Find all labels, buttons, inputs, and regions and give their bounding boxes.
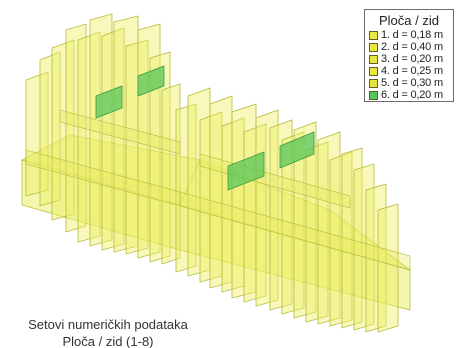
legend-label: 2. d = 0,40 m xyxy=(381,41,443,53)
legend-label: 4. d = 0,25 m xyxy=(381,65,443,77)
legend-swatch xyxy=(369,78,378,88)
legend-label: 5. d = 0,30 m xyxy=(381,77,443,89)
caption-line-1: Setovi numeričkih podataka xyxy=(28,317,188,332)
dataset-caption: Setovi numeričkih podataka Ploča / zid (… xyxy=(0,316,216,348)
legend-item-5: 5. d = 0,30 m xyxy=(369,77,449,89)
legend-swatch xyxy=(369,30,378,40)
legend-swatch xyxy=(369,90,378,100)
legend-item-1: 1. d = 0,18 m xyxy=(369,29,449,41)
legend-swatch xyxy=(369,66,378,76)
legend-swatch xyxy=(369,54,378,64)
legend-item-4: 4. d = 0,25 m xyxy=(369,65,449,77)
floor-slabs xyxy=(20,134,411,311)
legend-swatch xyxy=(369,42,378,52)
right-block-walls xyxy=(269,119,399,333)
green-elements xyxy=(95,65,315,191)
legend-label: 1. d = 0,18 m xyxy=(381,29,443,41)
legend-item-6: 6. d = 0,20 m xyxy=(369,89,449,101)
legend-label: 3. d = 0,20 m xyxy=(381,53,443,65)
legend-item-2: 2. d = 0,40 m xyxy=(369,41,449,53)
legend-label: 6. d = 0,20 m xyxy=(381,89,443,101)
legend-item-3: 3. d = 0,20 m xyxy=(369,53,449,65)
legend-panel: Ploča / zid 1. d = 0,18 m 2. d = 0,40 m … xyxy=(364,9,454,102)
building-model xyxy=(20,13,411,333)
caption-line-2: Ploča / zid (1-8) xyxy=(62,334,154,348)
legend-title: Ploča / zid xyxy=(379,13,439,28)
